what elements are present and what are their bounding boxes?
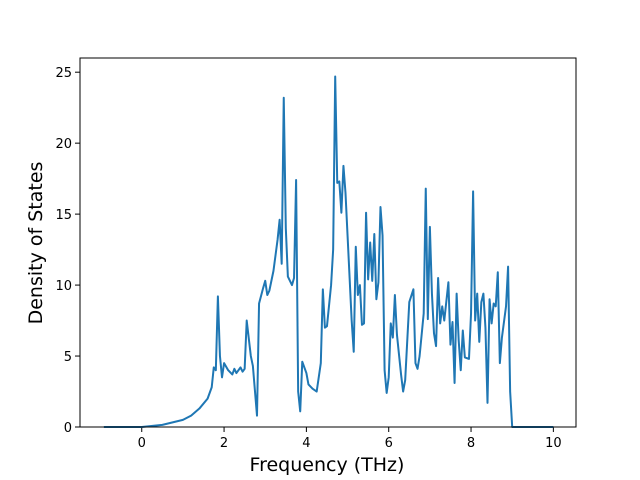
x-tick-label: 8 <box>467 436 475 451</box>
x-tick-label: 4 <box>302 436 310 451</box>
x-tick-label: 6 <box>385 436 393 451</box>
line-series <box>103 75 554 428</box>
y-tick-label: 15 <box>55 208 72 223</box>
plot-frame <box>79 57 577 428</box>
y-tick-label: 25 <box>55 66 72 81</box>
x-tick-label: 0 <box>138 436 146 451</box>
y-axis-label: Density of States <box>25 162 47 325</box>
y-tick-label: 10 <box>55 279 72 294</box>
y-tick-label: 0 <box>64 421 72 436</box>
y-tick-label: 20 <box>55 137 72 152</box>
x-axis-label: Frequency (THz) <box>250 454 405 476</box>
y-tick-label: 5 <box>64 350 72 365</box>
x-tick-label: 2 <box>220 436 228 451</box>
x-tick-label: 10 <box>545 436 562 451</box>
